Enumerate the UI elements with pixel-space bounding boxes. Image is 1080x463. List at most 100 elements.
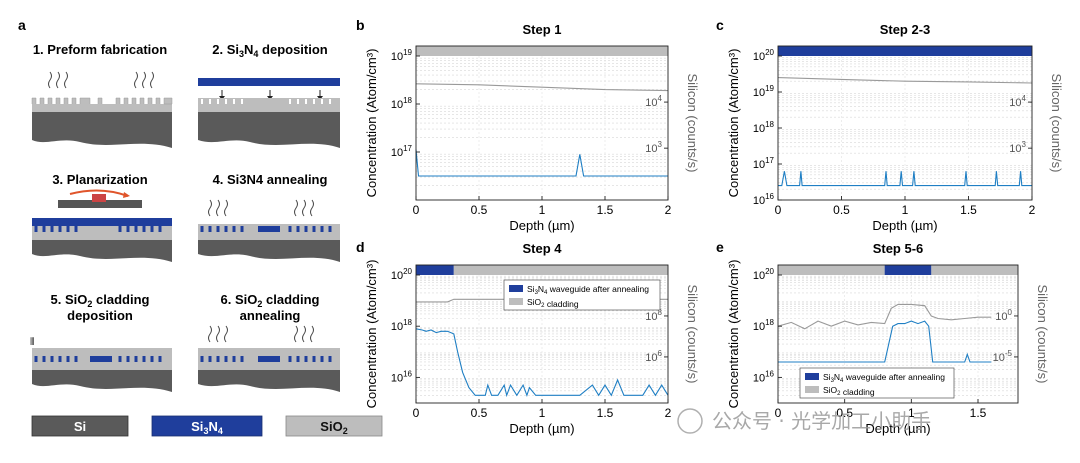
y2-axis-label: Silicon (counts/s) [1035, 285, 1050, 384]
x-tick-label: 1.5 [597, 203, 614, 217]
y-tick-label: 1017 [391, 144, 413, 159]
panel-letter-e: e [716, 239, 724, 255]
legend-label: Si3N4 waveguide after annealing [527, 284, 649, 296]
step4-cross-section [198, 199, 340, 262]
series-n [415, 149, 668, 177]
x-tick-label: 1.5 [960, 203, 977, 217]
plot-frame [777, 264, 1019, 404]
x-axis-label: Depth (µm) [865, 421, 930, 436]
material-legend: Si Si3N4 [31, 415, 383, 437]
legend-si-swatch [31, 415, 129, 437]
legend-label: Si3N4 waveguide after annealing [823, 372, 945, 384]
x-tick-label: 2 [1029, 203, 1036, 217]
watermark-logo-icon [677, 408, 703, 434]
top-bar-si3n4 [416, 265, 454, 275]
x-tick-label: 0 [413, 406, 420, 420]
y2-tick-label: 104 [645, 94, 662, 109]
x-tick-label: 0.5 [833, 203, 850, 217]
top-bar-si3n4 [778, 46, 1032, 56]
y2-axis-label: Silicon (counts/s) [685, 74, 700, 173]
step5-cross-section: ⦀ [30, 337, 172, 392]
legend-swatch [805, 373, 819, 380]
series-silicon [777, 77, 1033, 84]
top-bar-sio2 [416, 46, 668, 56]
x-tick-label: 0.5 [836, 406, 853, 420]
top-bar-sio2 [931, 265, 1018, 275]
x-tick-label: 0 [775, 406, 782, 420]
y2-tick-label: 103 [1009, 140, 1026, 155]
x-tick-label: 2 [665, 203, 672, 217]
chart-legend [799, 367, 955, 399]
step4-title: 4. Si3N4 annealing [213, 172, 328, 187]
chart-title: Step 2-3 [880, 22, 931, 37]
legend-si3n4-swatch [151, 415, 263, 437]
legend-si3n4-label: Si3N4 [191, 419, 223, 436]
step3-cross-section [32, 189, 172, 262]
y-tick-label: 1020 [391, 267, 413, 282]
y-tick-label: 1019 [753, 84, 775, 99]
step3-title: 3. Planarization [52, 172, 147, 187]
x-tick-label: 2 [665, 406, 672, 420]
chart-legend [503, 279, 661, 311]
step6-title: 6. SiO2 cladding [221, 292, 320, 309]
y2-tick-label: 103 [645, 140, 662, 155]
chart-b: b Step 1 0 0.5 1 1.5 2 Depth (µm) 1019 1018 1017 Co… [356, 17, 700, 233]
panel-letter-c: c [716, 17, 724, 33]
series-silicon [777, 303, 992, 330]
step1-title: 1. Preform fabrication [33, 42, 167, 57]
legend-swatch [509, 298, 523, 305]
y2-tick-label: 100 [995, 308, 1012, 323]
chart-c: c Step 2-3 0 0.5 1 1.5 2 Depth (µm) 1020 1019 1018… [716, 17, 1064, 233]
x-tick-label: 1 [539, 406, 546, 420]
y2-axis-label: Silicon (counts/s) [685, 285, 700, 384]
y-tick-label: 1018 [753, 318, 775, 333]
panel-a: a 1. Preform fabrication 2. Si3N4 deposi… [18, 17, 383, 437]
y-tick-label: 1019 [391, 48, 413, 63]
y-axis-label: Concentration (Atom/cm³) [364, 49, 379, 198]
x-tick-label: 1 [908, 406, 915, 420]
step1-cross-section [31, 71, 173, 148]
y-tick-label: 1017 [753, 156, 775, 171]
chart-e: e Step 5-6 0 0.5 1 1.5 Depth (µm) 1020 1018 1016 C… [716, 239, 1050, 436]
y-axis-label: Concentration (Atom/cm³) [726, 260, 741, 409]
step5-title-line2: deposition [67, 308, 133, 323]
watermark-text: 公众号 · 光学加工小助手 [712, 409, 931, 433]
legend-si-label: Si [74, 419, 86, 434]
y-axis-label: Concentration (Atom/cm³) [726, 49, 741, 198]
step2-cross-section [198, 78, 340, 148]
top-bar-si3n4 [884, 265, 932, 275]
y-tick-label: 1020 [753, 267, 775, 282]
y-tick-label: 1018 [753, 120, 775, 135]
panel-letter-d: d [356, 239, 365, 255]
svg-text:⦀: ⦀ [30, 337, 34, 348]
series-n [778, 320, 992, 363]
y-tick-label: 1016 [753, 369, 775, 384]
top-bar-sio2 [778, 265, 885, 275]
series-silicon [415, 83, 669, 92]
step2-title: 2. Si3N4 deposition [212, 42, 328, 59]
y-tick-label: 1016 [391, 369, 413, 384]
step6-cross-section [198, 325, 340, 392]
y2-axis-label: Silicon (counts/s) [1049, 74, 1064, 173]
legend-label: SiO2 cladding [823, 385, 875, 397]
x-tick-label: 0.5 [471, 203, 488, 217]
y2-tick-label: 104 [1009, 94, 1026, 109]
y-tick-label: 1016 [753, 192, 775, 207]
x-axis-label: Depth (µm) [509, 421, 574, 436]
legend-label: SiO2 cladding [527, 297, 579, 309]
x-axis-label: Depth (µm) [509, 218, 574, 233]
legend-sio2-label: SiO2 [320, 419, 347, 436]
x-tick-label: 1.5 [597, 406, 614, 420]
x-tick-label: 1 [902, 203, 909, 217]
chart-title: Step 5-6 [873, 241, 924, 256]
legend-sio2-swatch [285, 415, 383, 437]
legend-swatch [509, 285, 523, 292]
y-axis-label: Concentration (Atom/cm³) [364, 260, 379, 409]
x-tick-label: 1 [539, 203, 546, 217]
x-axis-label: Depth (µm) [872, 218, 937, 233]
series-n [778, 171, 1032, 187]
y-tick-label: 1018 [391, 318, 413, 333]
x-tick-label: 1.5 [970, 406, 987, 420]
y-tick-label: 1020 [753, 48, 775, 63]
